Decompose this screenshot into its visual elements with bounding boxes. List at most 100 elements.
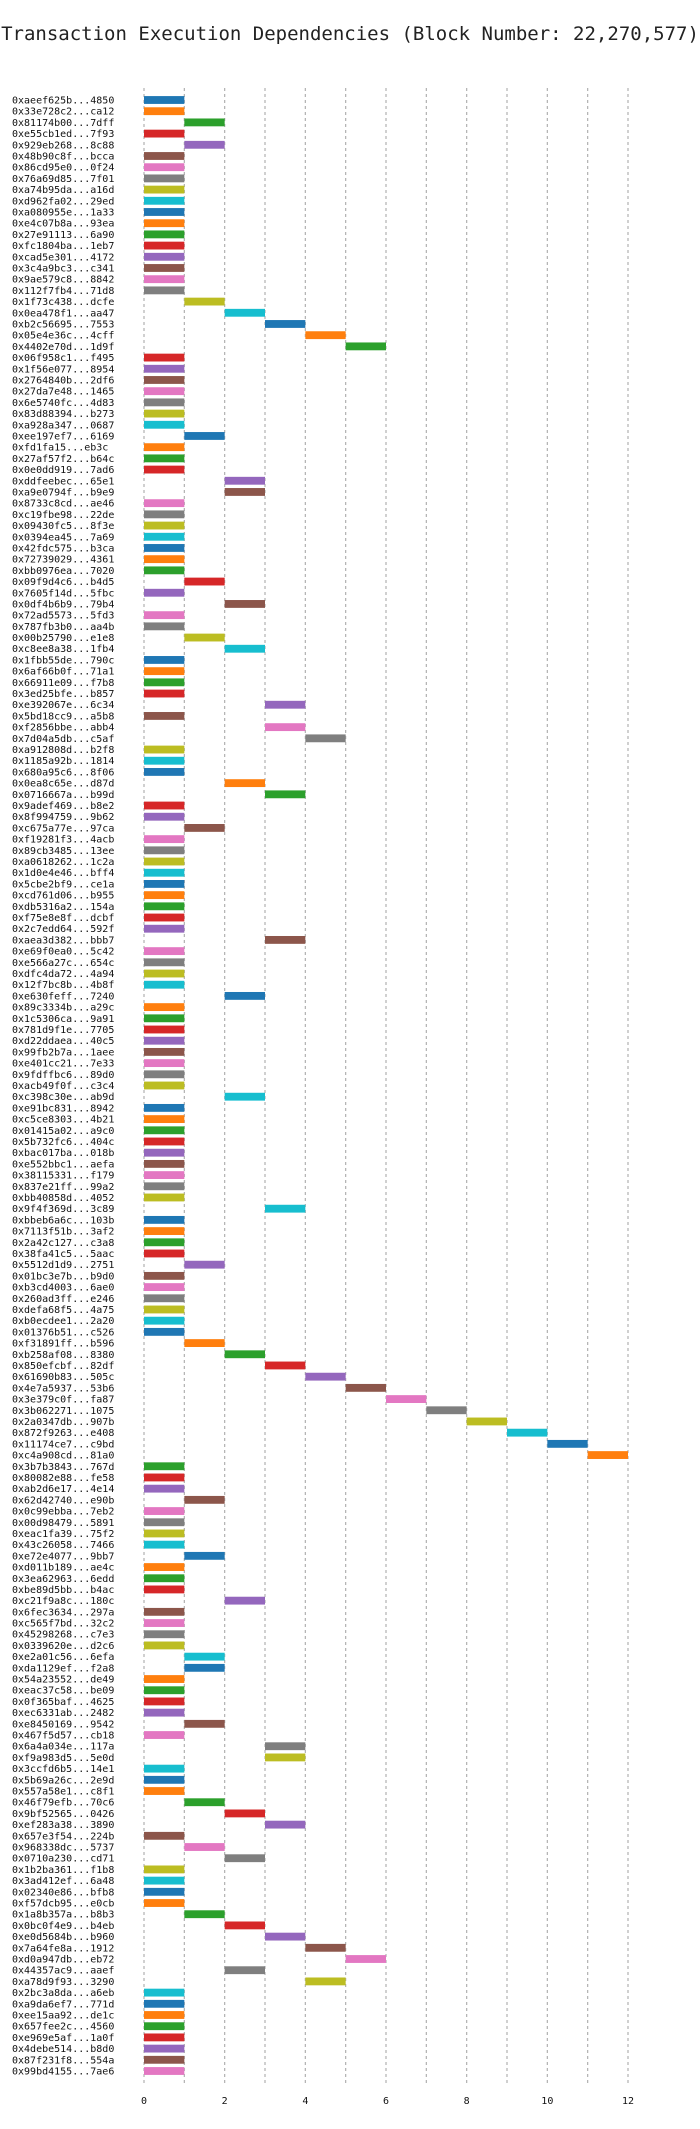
transaction-bar <box>144 980 185 989</box>
transaction-label: 0x7d04a5db...c5af <box>12 734 114 745</box>
transaction-label: 0x1f73c438...dcfe <box>12 297 114 308</box>
transaction-bar <box>144 880 185 888</box>
transaction-label: 0x9ae579c8...8842 <box>12 275 114 286</box>
transaction-bar <box>144 1507 185 1515</box>
transaction-bar <box>144 611 185 620</box>
transaction-bar <box>144 353 185 362</box>
transaction-label: 0x99fb2b7a...1aee <box>12 1047 114 1058</box>
transaction-bar <box>144 1115 185 1124</box>
transaction-label: 0xb2c56695...7553 <box>12 319 114 330</box>
transaction-bar <box>305 1943 346 1952</box>
transaction-bar <box>144 107 185 116</box>
transaction-label: 0x657fee2c...4560 <box>12 2022 114 2033</box>
transaction-bar <box>184 1260 225 1269</box>
transaction-bar <box>184 633 225 642</box>
transaction-bar <box>144 286 185 295</box>
x-tick-labels: 0 2 4 6 8 10 12 <box>141 2096 634 2107</box>
transaction-bar <box>144 891 185 900</box>
transaction-label: 0x1c5306ca...9a91 <box>12 1014 114 1025</box>
transaction-bar <box>144 465 185 474</box>
transaction-bar <box>184 1910 225 1919</box>
transaction-label: 0x3ea62963...6edd <box>12 1574 114 1585</box>
transaction-label: 0xbb40858d...4052 <box>12 1193 114 1204</box>
transaction-label: 0xf2856bbe...abb4 <box>12 723 114 734</box>
transaction-label: 0xe630feff...7240 <box>12 991 114 1002</box>
transaction-bar <box>144 174 185 183</box>
transaction-label: 0x3ccfd6b5...14e1 <box>12 1764 114 1775</box>
transaction-label: 0xc675a77e...97ca <box>12 823 114 834</box>
transaction-label: 0x86cd95e0...0f24 <box>12 163 114 174</box>
transaction-bar <box>144 1036 185 1045</box>
transaction-bar <box>144 2067 185 2075</box>
bars <box>144 96 628 2075</box>
transaction-bar <box>144 241 185 250</box>
transaction-label: 0xe566a27c...654c <box>12 958 114 969</box>
transaction-label: 0x0339620e...d2c6 <box>12 1641 114 1652</box>
transaction-bar <box>184 297 225 306</box>
transaction-label: 0x9f4f369d...3c89 <box>12 1204 114 1215</box>
transaction-label: 0x657e3f54...224b <box>12 1831 114 1842</box>
transaction-bar <box>265 790 306 799</box>
transaction-label: 0xc19fbe98...22de <box>12 510 114 521</box>
transaction-bar <box>144 1316 185 1325</box>
transaction-bar <box>144 1294 185 1303</box>
transaction-label: 0xf57dcb95...e0cb <box>12 1899 114 1910</box>
transaction-bar <box>184 140 225 149</box>
transaction-label: 0x1b2ba361...f1b8 <box>12 1865 114 1876</box>
transaction-bar <box>144 454 185 463</box>
transaction-bar <box>184 1663 225 1672</box>
transaction-bar <box>144 2055 185 2064</box>
transaction-label: 0x72ad5573...5fd3 <box>12 611 114 622</box>
transaction-bar <box>144 252 185 261</box>
transaction-label: 0xbe89d5bb...b4ac <box>12 1585 114 1596</box>
transaction-label: 0x6af66b0f...71a1 <box>12 667 114 678</box>
transaction-bar <box>144 1327 185 1336</box>
transaction-bar <box>144 1731 185 1739</box>
transaction-bar <box>144 2033 185 2042</box>
transaction-bar <box>144 667 185 676</box>
transaction-bar <box>144 364 185 373</box>
transaction-bar <box>144 420 185 429</box>
grid-lines <box>143 88 629 2084</box>
transaction-label: 0x0394ea45...7a69 <box>12 532 114 543</box>
transaction-label: 0xdfc4da72...4a94 <box>12 969 114 980</box>
transaction-label: 0xfc1804ba...1eb7 <box>12 241 114 252</box>
transaction-bar <box>265 1753 306 1762</box>
transaction-bar <box>144 756 185 765</box>
transaction-bar <box>507 1428 548 1437</box>
transaction-label: 0x112f7fb4...71d8 <box>12 286 114 297</box>
transaction-bar <box>144 544 185 552</box>
transaction-bar <box>144 1126 185 1135</box>
transaction-label: 0x4debe514...b8d0 <box>12 2044 114 2055</box>
transaction-bar <box>144 913 185 922</box>
transaction-label: 0x89c3334b...a29c <box>12 1003 114 1014</box>
transaction-label: 0x6fec3634...297a <box>12 1607 114 1618</box>
transaction-bar <box>144 264 185 272</box>
transaction-bar <box>144 958 185 967</box>
transaction-label: 0x5bd18cc9...a5b8 <box>12 711 114 722</box>
transaction-bar <box>224 488 265 496</box>
x-tick-label: 10 <box>541 2096 553 2107</box>
transaction-label: 0xe72e4077...9bb7 <box>12 1551 114 1562</box>
transaction-label: 0x38fa41c5...5aac <box>12 1249 114 1260</box>
transaction-bar <box>144 409 185 418</box>
transaction-bar <box>265 723 306 732</box>
transaction-bar <box>224 476 265 485</box>
transaction-label: 0xd011b189...ae4c <box>12 1563 114 1574</box>
transaction-label: 0xe91bc831...8942 <box>12 1103 114 1114</box>
transaction-bar <box>144 1529 185 1538</box>
transaction-bar <box>144 2022 185 2031</box>
transaction-label: 0x05e4e36c...4cff <box>12 331 114 342</box>
transaction-bar <box>144 1081 185 1090</box>
transaction-label: 0x38115331...f179 <box>12 1171 114 1182</box>
transaction-label: 0xc5ce8303...4b21 <box>12 1115 114 1126</box>
transaction-bar <box>144 812 185 821</box>
x-tick-label: 2 <box>222 2096 228 2107</box>
transaction-bar <box>144 1630 185 1639</box>
transaction-bar <box>144 2011 185 2019</box>
transaction-bar <box>184 118 225 127</box>
transaction-label: 0xc21f9a8c...180c <box>12 1596 114 1607</box>
transaction-label: 0x3b062271...1075 <box>12 1406 114 1417</box>
x-tick-label: 4 <box>302 2096 308 2107</box>
